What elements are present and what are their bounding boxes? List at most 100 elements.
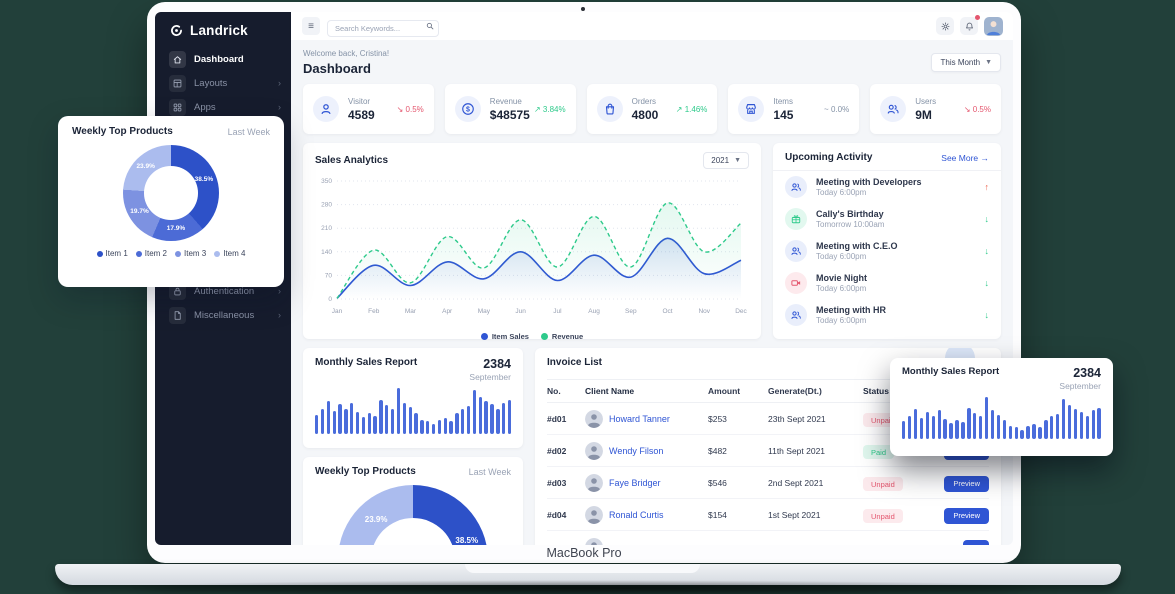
invoice-amount: $482	[708, 445, 727, 456]
bar	[1020, 429, 1024, 439]
monthly-sales-title: Monthly Sales Report	[902, 366, 1000, 377]
search-input[interactable]	[327, 19, 439, 37]
preview-button[interactable]	[962, 539, 989, 545]
svg-text:280: 280	[321, 202, 332, 209]
stat-value: 9M	[915, 107, 932, 122]
sidebar-item-label: Authentication	[194, 285, 255, 297]
notifications-button[interactable]	[960, 15, 980, 35]
settings-button[interactable]	[936, 17, 954, 35]
donut-segment-label: 38.5%	[194, 176, 214, 184]
welcome-text: Welcome back, Cristina!	[303, 49, 390, 58]
activity-item-time: Today 6:00pm	[816, 316, 867, 325]
sales-line-chart: 0 70 140 210 280 350 Jan Feb Mar Apr May Jun Jul Aug S…	[315, 173, 749, 341]
stat-trend: ↘ 0.5%	[396, 104, 424, 114]
bar	[326, 400, 331, 434]
chart-legend: Item 1 Item 2 Item 3 Item 4	[72, 249, 270, 258]
donut-segment-label: 23.9%	[136, 162, 155, 170]
layout-icon	[169, 74, 186, 92]
activity-item-title: Cally's Birthday	[816, 209, 884, 219]
bar	[420, 420, 424, 434]
year-dropdown[interactable]: 2021 ▼	[703, 152, 749, 169]
activity-item-title: Meeting with HR	[816, 305, 886, 315]
bar	[943, 418, 947, 439]
activity-item[interactable]: Meeting with Developers Today 6:00pm ↑	[773, 171, 1001, 203]
weekly-products-donut: 38.5% 17.9% 19.7% 23.9%	[123, 145, 219, 241]
activity-item-time: Today 6:00pm	[816, 284, 867, 293]
bar	[461, 408, 465, 434]
bar	[1002, 420, 1007, 439]
invoice-number: #d03	[547, 477, 567, 488]
stat-trend: ↗ 1.46%	[675, 104, 708, 114]
activity-item-time: Today 6:00pm	[816, 188, 867, 197]
sidebar-item-layouts[interactable]: Layouts ›	[155, 71, 291, 95]
svg-text:$: $	[466, 107, 470, 114]
gift-icon	[785, 208, 807, 230]
bar	[449, 421, 453, 434]
bar	[1067, 405, 1072, 439]
legend-dot	[214, 250, 221, 257]
bar	[1079, 411, 1084, 439]
person-icon	[313, 96, 339, 122]
stat-label: Visitor	[348, 96, 371, 106]
sidebar-item-miscellaneous[interactable]: Miscellaneous ›	[155, 303, 291, 327]
weekly-products-panel: Weekly Top Products Last Week 38.5%17.9%…	[303, 457, 523, 545]
activity-item[interactable]: Movie Night Today 6:00pm ↓	[773, 267, 1001, 299]
donut-segment-label: 17.9%	[166, 224, 186, 232]
monthly-sales-value: 2384	[1073, 366, 1101, 380]
stat-value: 4800	[631, 107, 659, 122]
year-label: 2021	[711, 156, 730, 165]
chart-legend: Item Sales Revenue	[315, 332, 749, 341]
period-dropdown[interactable]: This Month ▼	[931, 53, 1001, 72]
client-name-link[interactable]: Wendy Filson	[609, 445, 664, 456]
activity-item[interactable]: Meeting with HR Today 6:00pm ↓	[773, 299, 1001, 331]
activity-item[interactable]: Meeting with C.E.O Today 6:00pm ↓	[773, 235, 1001, 267]
bar	[1044, 420, 1048, 439]
preview-button[interactable]: Preview	[944, 507, 989, 524]
user-avatar[interactable]	[984, 16, 1003, 36]
arrow-down-icon: ↓	[984, 214, 990, 224]
bar	[472, 390, 477, 434]
page-title: Dashboard	[303, 61, 371, 76]
bar	[1038, 427, 1042, 439]
brand-logo-icon	[169, 23, 184, 38]
bar	[502, 402, 506, 434]
client-name-link[interactable]: Faye Bridger	[609, 477, 661, 488]
svg-text:Oct: Oct	[662, 308, 672, 315]
preview-button[interactable]: Preview	[944, 475, 989, 492]
notification-dot	[975, 15, 980, 20]
legend-item: Item 1	[96, 249, 128, 258]
store-icon	[738, 96, 765, 122]
sidebar-item-apps[interactable]: Apps ›	[155, 95, 291, 119]
bar	[949, 423, 953, 439]
macbook-screen: Landrick Dashboard Layouts › Apps › Authentic…	[147, 2, 1021, 563]
svg-text:Aug: Aug	[588, 308, 600, 315]
monthly-sales-title: Monthly Sales Report	[315, 357, 418, 368]
client-name-link[interactable]: Ronald Curtis	[609, 509, 664, 520]
stat-value: 4589	[348, 107, 375, 122]
people-icon	[785, 304, 807, 326]
sidebar-item-label: Layouts	[194, 77, 228, 89]
client-avatar	[585, 409, 603, 428]
menu-toggle-icon[interactable]: ≡	[302, 17, 320, 35]
chevron-right-icon: ›	[278, 286, 281, 296]
see-more-link[interactable]: See More →	[941, 152, 989, 163]
brand-name: Landrick	[190, 23, 248, 38]
bar	[361, 416, 366, 434]
bar	[367, 413, 371, 434]
stat-value: $48575	[489, 107, 530, 122]
table-row: #d04 Ronald Curtis $154 1st Sept 2021 Unpaid…	[547, 499, 989, 531]
arrow-up-icon: ↑	[984, 182, 990, 192]
activity-item[interactable]: Cally's Birthday Tomorrow 10:00am ↓	[773, 203, 1001, 235]
column-header: Status	[863, 386, 889, 396]
legend-item: Item 3	[175, 249, 206, 258]
arrow-down-icon: ↓	[984, 310, 990, 320]
chevron-down-icon: ▼	[734, 157, 741, 164]
bar	[414, 413, 418, 434]
bar	[455, 413, 459, 434]
bar	[478, 397, 482, 434]
client-name-link[interactable]: Howard Tanner	[609, 413, 670, 424]
svg-text:140: 140	[321, 249, 332, 256]
chevron-right-icon: ›	[278, 310, 281, 320]
sidebar-item-dashboard[interactable]: Dashboard	[155, 47, 291, 71]
